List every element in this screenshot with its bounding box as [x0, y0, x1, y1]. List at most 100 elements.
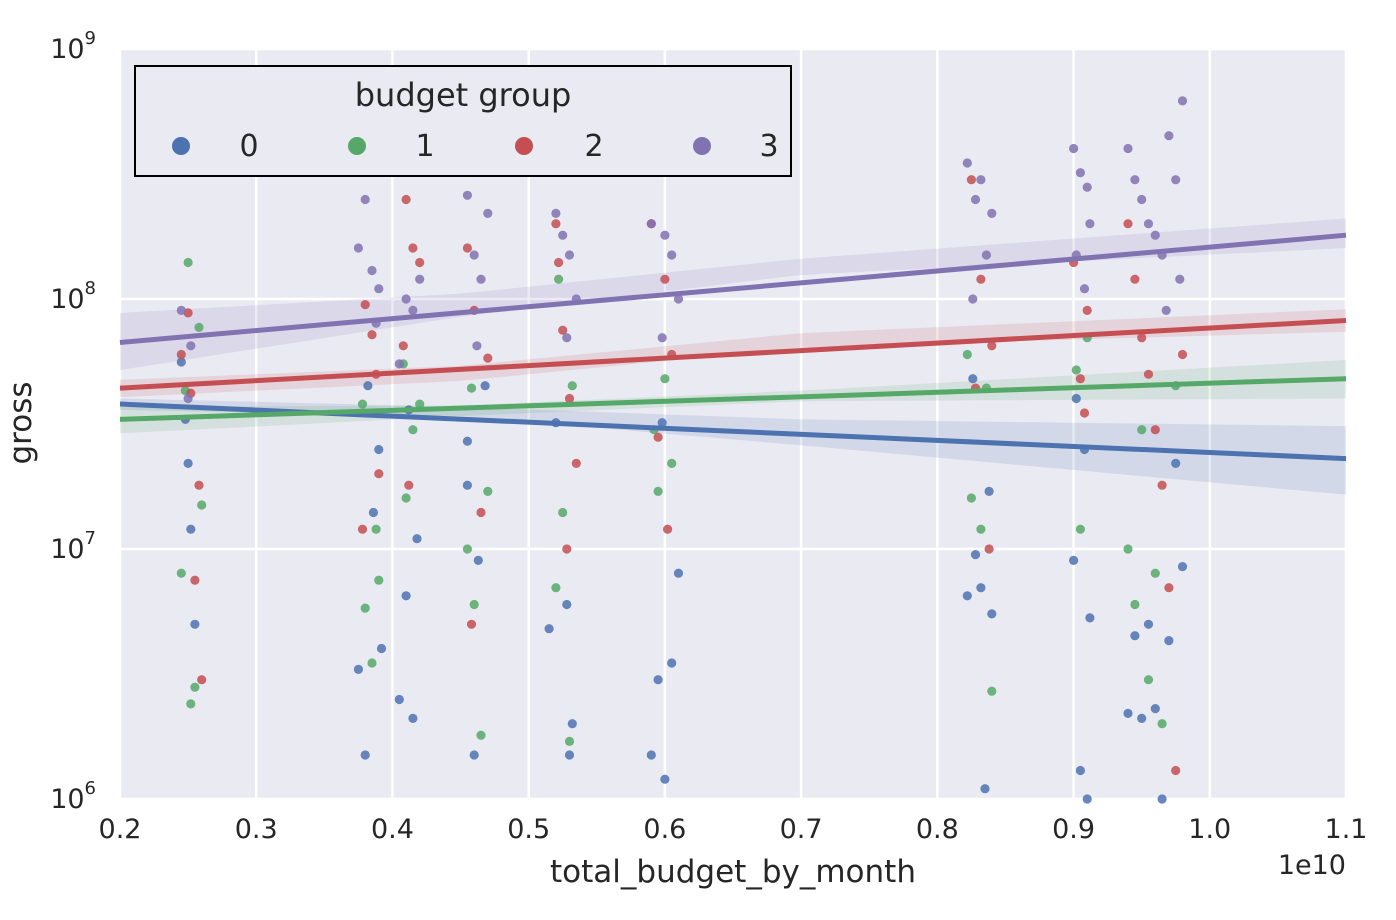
x-tick-label: 0.2 [99, 814, 142, 845]
point-group-1 [660, 374, 670, 384]
point-group-3 [1082, 182, 1092, 192]
point-group-2 [562, 544, 572, 554]
point-group-0 [353, 664, 363, 675]
point-group-1 [197, 500, 207, 510]
y-tick-label: 109 [50, 28, 96, 65]
point-group-0 [567, 719, 577, 729]
point-group-0 [962, 591, 972, 601]
point-group-0 [186, 524, 196, 534]
point-group-1 [469, 599, 479, 610]
data-points [176, 96, 1188, 804]
point-group-3 [1177, 96, 1188, 106]
y-tick-label: 106 [50, 778, 96, 815]
point-group-1 [1130, 599, 1140, 610]
point-group-0 [667, 658, 677, 668]
point-group-1 [1123, 544, 1133, 554]
y-tick-labels: 106 107 108 109 [50, 28, 96, 815]
point-group-0 [376, 643, 387, 654]
point-group-3 [408, 305, 418, 315]
point-group-3 [186, 341, 196, 351]
point-group-2 [176, 349, 186, 360]
point-group-0 [374, 444, 384, 455]
fit-line-1 [119, 376, 1347, 422]
point-group-1 [360, 603, 370, 613]
point-group-0 [1171, 458, 1181, 468]
legend-marker-2 [515, 137, 533, 155]
point-group-0 [970, 550, 981, 560]
point-group-1 [190, 682, 200, 692]
point-group-2 [1082, 305, 1092, 315]
point-group-1 [1137, 425, 1147, 435]
x-tick-label: 0.6 [643, 814, 686, 845]
point-group-1 [558, 507, 568, 518]
point-group-0 [562, 599, 572, 610]
point-group-0 [544, 624, 554, 634]
point-group-2 [653, 432, 663, 442]
point-group-3 [1164, 131, 1174, 141]
point-group-2 [1157, 480, 1167, 490]
point-group-2 [976, 274, 986, 284]
point-group-3 [657, 333, 667, 343]
x-axis-offset-label: 1e10 [1278, 850, 1346, 881]
point-group-1 [483, 486, 493, 496]
point-group-2 [571, 458, 581, 468]
x-tick-label: 0.9 [1052, 814, 1095, 845]
legend-marker-3 [693, 137, 711, 155]
legend-marker-0 [172, 137, 190, 155]
point-group-1 [551, 583, 561, 593]
point-group-1 [357, 399, 368, 409]
point-group-2 [401, 194, 411, 205]
point-group-1 [966, 493, 977, 503]
point-group-1 [401, 493, 411, 503]
point-group-0 [1082, 794, 1092, 804]
legend-label-1: 1 [415, 129, 434, 164]
point-group-1 [367, 658, 377, 668]
x-tick-label: 0.4 [371, 814, 414, 845]
point-group-3 [483, 208, 493, 218]
confidence-band-0 [120, 398, 1346, 495]
fit-line-3 [119, 232, 1347, 345]
x-tick-label: 1.0 [1188, 814, 1231, 845]
legend-box [134, 65, 792, 177]
point-group-3 [1171, 175, 1181, 185]
point-group-0 [968, 374, 978, 384]
x-tick-label: 1.1 [1325, 814, 1368, 845]
legend: budget group 0 1 2 3 [134, 65, 792, 177]
point-group-3 [394, 359, 404, 369]
point-group-1 [476, 730, 486, 740]
point-group-2 [408, 243, 418, 253]
point-group-1 [976, 524, 986, 534]
point-group-2 [663, 524, 673, 534]
point-group-0 [363, 381, 373, 391]
regression-lines [119, 232, 1347, 462]
point-group-0 [980, 784, 990, 794]
point-group-3 [673, 294, 684, 304]
point-group-0 [394, 694, 404, 705]
y-tick-label: 107 [50, 528, 96, 565]
point-group-2 [194, 480, 204, 490]
point-group-1 [176, 568, 186, 578]
point-group-1 [1157, 719, 1167, 729]
point-group-3 [646, 219, 656, 229]
point-group-3 [1150, 230, 1160, 240]
point-group-1 [408, 425, 418, 435]
point-group-2 [1130, 274, 1140, 284]
point-group-2 [360, 300, 370, 310]
point-group-2 [398, 341, 408, 351]
point-group-3 [1075, 168, 1085, 178]
point-group-0 [1157, 794, 1167, 804]
confidence-band-3 [120, 218, 1346, 370]
point-group-0 [653, 675, 663, 685]
point-group-3 [176, 305, 186, 315]
legend-label-3: 3 [759, 129, 778, 164]
point-group-0 [1075, 765, 1085, 776]
point-group-2 [1079, 408, 1090, 418]
point-group-3 [1143, 219, 1154, 229]
point-group-2 [564, 393, 575, 404]
point-group-2 [1164, 583, 1174, 593]
point-group-1 [462, 544, 472, 554]
point-group-3 [1079, 284, 1090, 294]
point-group-3 [962, 158, 972, 168]
